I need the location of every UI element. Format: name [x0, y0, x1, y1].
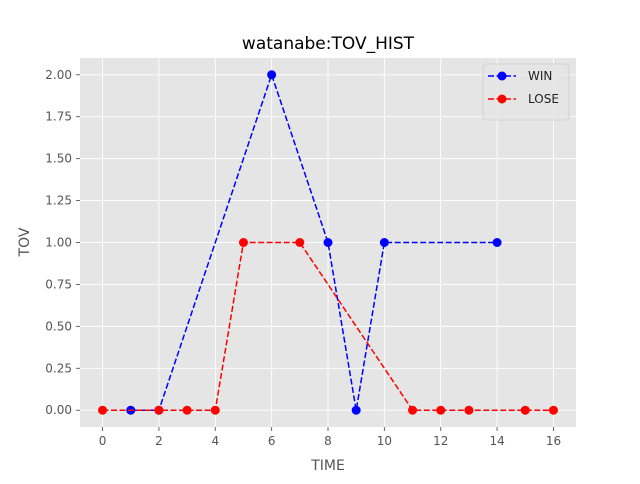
legend-label-win: WIN [528, 69, 552, 83]
legend-marker-win [497, 71, 507, 81]
legend-item-lose: LOSE [488, 92, 559, 106]
data-point-win [492, 238, 502, 247]
x-tick-label: 16 [546, 434, 561, 448]
data-point-lose [464, 405, 474, 415]
legend-item-win: WIN [488, 69, 552, 83]
data-point-lose [548, 405, 558, 415]
legend-marker-lose [497, 94, 507, 104]
data-point-lose [182, 405, 192, 415]
y-tick-label: 1.25 [45, 194, 72, 208]
data-point-lose [520, 405, 530, 415]
x-tick-label: 4 [211, 434, 219, 448]
x-tick-label: 10 [377, 434, 392, 448]
data-point-win [379, 238, 389, 247]
x-tick-label: 8 [324, 434, 332, 448]
y-tick-label: 0.50 [45, 319, 72, 333]
y-tick-label: 0.00 [45, 403, 72, 417]
x-tick-label: 2 [155, 434, 163, 448]
legend: WIN LOSE [482, 63, 570, 121]
x-tick-label: 12 [433, 434, 448, 448]
data-point-win [267, 70, 277, 80]
data-point-lose [98, 405, 108, 415]
y-tick-label: 0.75 [45, 277, 72, 291]
data-point-lose [408, 405, 418, 415]
y-axis-label: TOV [17, 227, 33, 257]
x-tick-label: 14 [489, 434, 504, 448]
y-tick-label: 2.00 [45, 68, 72, 82]
y-tick-label: 1.75 [45, 110, 72, 124]
x-tick-label: 0 [99, 434, 107, 448]
y-tick-label: 0.25 [45, 361, 72, 375]
y-tick-label: 1.50 [45, 152, 72, 166]
x-axis-label: TIME [310, 458, 345, 474]
axis-ticks: 0 2 4 6 8 10 12 14 16 0.00 0.25 0.50 0.75 1.00 1.25 1.5… [45, 68, 561, 448]
legend-label-lose: LOSE [528, 92, 559, 106]
data-point-lose [210, 405, 220, 415]
data-point-win [323, 238, 333, 247]
x-tick-label: 6 [268, 434, 276, 448]
series-layer [98, 70, 558, 415]
data-point-lose [295, 238, 305, 247]
data-point-win [351, 405, 361, 415]
data-point-lose [238, 238, 248, 247]
series-line-lose [102, 241, 554, 411]
data-point-lose [154, 405, 164, 415]
data-point-lose [436, 405, 446, 415]
y-tick-label: 1.00 [45, 236, 72, 250]
chart-title: watanabe:TOV_HIST [242, 34, 415, 54]
series-lose [98, 238, 558, 415]
